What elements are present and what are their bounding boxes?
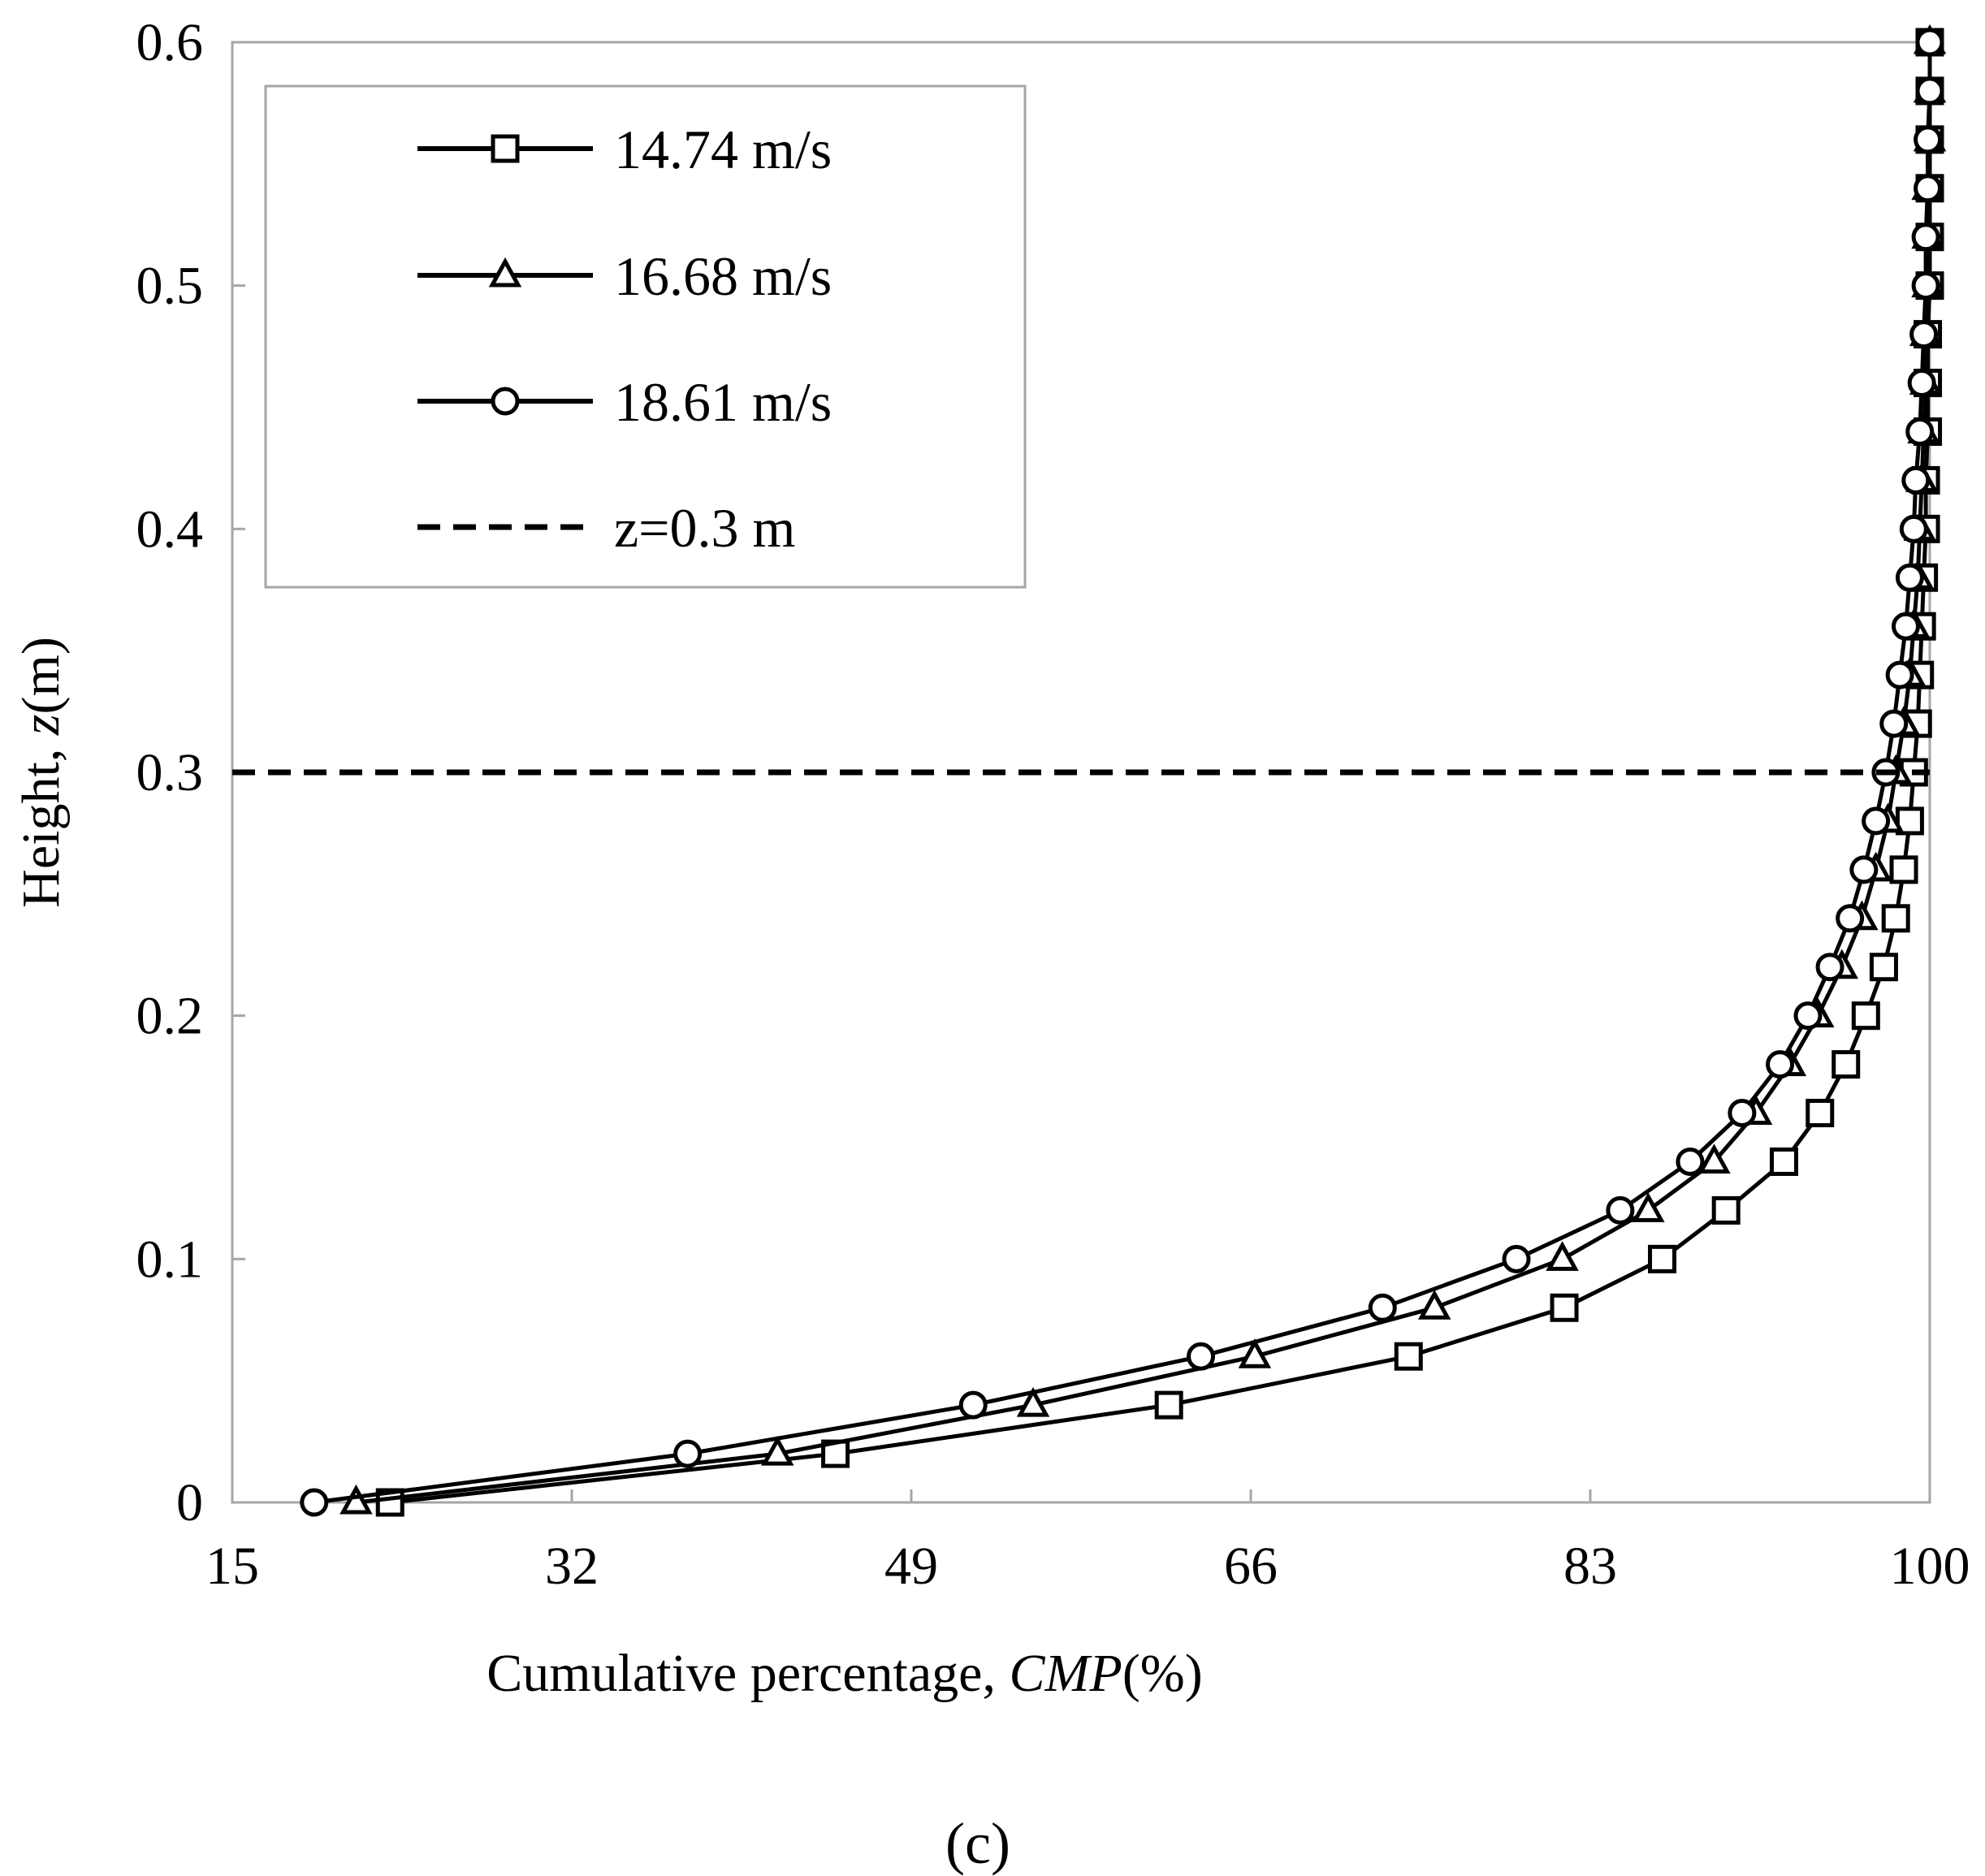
y-tick-label: 0.4 — [136, 499, 204, 559]
data-point-circle — [1606, 1195, 1635, 1225]
data-point-triangle — [1546, 1241, 1579, 1271]
data-point-square — [1851, 1001, 1880, 1031]
y-axis-label: Height, z(m) — [11, 637, 71, 908]
data-point-square — [1889, 855, 1918, 884]
data-point-circle — [1368, 1293, 1397, 1322]
legend-label: z=0.3 m — [614, 497, 795, 559]
data-point-circle — [1849, 855, 1879, 884]
data-point-circle — [1728, 1099, 1757, 1128]
data-point-circle — [1187, 1342, 1216, 1371]
x-tick-label: 100 — [1890, 1537, 1970, 1596]
data-point-triangle — [1238, 1338, 1272, 1368]
data-point-square — [1881, 904, 1910, 933]
data-point-square — [1869, 953, 1898, 982]
x-axis-label-suffix: (%) — [1122, 1644, 1203, 1703]
data-point-square — [1806, 1099, 1835, 1128]
data-point-triangle — [1697, 1143, 1731, 1174]
data-point-circle — [1879, 709, 1909, 738]
data-point-triangle — [1016, 1386, 1050, 1417]
data-point-circle — [1676, 1147, 1705, 1176]
data-point-circle — [300, 1488, 329, 1517]
data-point-circle — [1836, 904, 1865, 933]
x-tick-label: 49 — [884, 1537, 938, 1596]
data-point-circle — [1915, 28, 1944, 57]
y-tick-label: 0.5 — [136, 257, 204, 316]
legend: 14.74 m/s 16.68 m/s 18.61 m/s z=0.3 m — [264, 84, 1027, 589]
x-axis-label: Cumulative percentage, CMP(%) — [487, 1644, 1203, 1703]
data-point-circle — [1862, 806, 1891, 836]
y-tick-label: 0.3 — [136, 743, 204, 802]
data-point-square — [1394, 1342, 1423, 1371]
data-point-square — [1550, 1293, 1579, 1322]
data-point-circle — [1793, 1001, 1823, 1031]
data-point-circle — [1914, 125, 1943, 154]
x-tick-label: 15 — [205, 1537, 259, 1596]
legend-marker-triangle — [488, 257, 522, 287]
data-point-triangle — [761, 1435, 794, 1466]
y-axis-label-prefix: Height, — [11, 735, 71, 908]
legend-marker-circle — [491, 387, 520, 416]
y-tick-label: 0.1 — [136, 1230, 204, 1289]
data-point-circle — [1909, 320, 1939, 349]
data-point-circle — [1891, 612, 1920, 641]
legend-entries: 14.74 m/s 16.68 m/s 18.61 m/s z=0.3 m — [417, 119, 832, 559]
data-point-circle — [1907, 369, 1936, 398]
x-axis-label-prefix: Cumulative percentage, — [487, 1644, 1009, 1703]
data-point-circle — [1815, 953, 1844, 982]
legend-label: 16.68 m/s — [614, 245, 832, 307]
data-point-circle — [1502, 1244, 1531, 1273]
x-tick-label: 66 — [1224, 1537, 1278, 1596]
legend-item: 18.61 m/s — [417, 371, 832, 433]
x-tick-label: 32 — [545, 1537, 599, 1596]
y-axis-label-suffix: (m) — [11, 637, 71, 714]
data-point-circle — [1901, 465, 1931, 495]
data-point-triangle — [1417, 1290, 1451, 1320]
data-point-square — [1154, 1390, 1183, 1420]
data-point-circle — [958, 1390, 988, 1420]
data-point-circle — [1885, 660, 1914, 689]
y-tick-label: 0 — [176, 1473, 203, 1532]
data-point-circle — [1915, 76, 1944, 106]
data-point-square — [1770, 1147, 1799, 1176]
legend-marker-square — [491, 134, 520, 163]
panel-label: (c) — [945, 1811, 1010, 1876]
data-point-circle — [1766, 1050, 1795, 1079]
data-point-circle — [1905, 417, 1935, 446]
data-point-circle — [1899, 514, 1928, 543]
legend-item: 14.74 m/s — [417, 119, 832, 180]
data-point-square — [1711, 1195, 1741, 1225]
data-point-circle — [1911, 271, 1940, 300]
legend-label: 18.61 m/s — [614, 371, 832, 433]
data-point-circle — [1914, 174, 1943, 203]
data-point-circle — [1911, 223, 1940, 252]
legend-label: 14.74 m/s — [614, 119, 832, 180]
data-point-square — [1648, 1244, 1677, 1273]
y-tick-label: 0.6 — [136, 13, 204, 72]
x-axis-ticks: 15 32 49 66 83 100 — [205, 1489, 1970, 1596]
data-point-triangle — [339, 1484, 373, 1515]
x-tick-label: 83 — [1563, 1537, 1617, 1596]
legend-item: 16.68 m/s — [417, 245, 832, 307]
data-point-circle — [1895, 563, 1924, 592]
legend-item: z=0.3 m — [417, 497, 795, 559]
x-axis-label-symbol: CMP — [1009, 1644, 1122, 1703]
y-tick-label: 0.2 — [136, 987, 204, 1046]
data-point-triangle — [1632, 1192, 1665, 1222]
data-point-circle — [673, 1439, 703, 1468]
data-point-square — [1831, 1050, 1861, 1079]
y-axis-label-symbol: z — [11, 714, 71, 736]
y-axis-ticks: 0 0.1 0.2 0.3 0.4 0.5 0.6 — [136, 13, 245, 1532]
legend-box — [264, 84, 1027, 589]
